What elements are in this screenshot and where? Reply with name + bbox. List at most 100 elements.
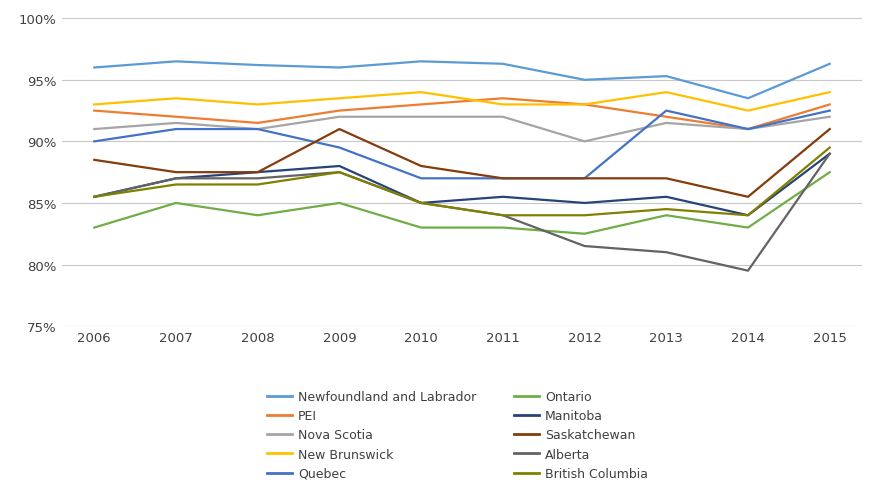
Ontario — [171, 201, 181, 206]
Manitoba — [743, 213, 753, 219]
New Brunswick — [825, 90, 835, 96]
Ontario — [89, 225, 99, 231]
Quebec — [334, 145, 345, 151]
Quebec — [579, 176, 590, 182]
Quebec — [661, 108, 671, 114]
Nova Scotia — [579, 139, 590, 145]
Manitoba — [497, 194, 508, 200]
PEI — [334, 108, 345, 114]
Ontario — [416, 225, 427, 231]
Saskatchewan — [743, 194, 753, 200]
Saskatchewan — [579, 176, 590, 182]
New Brunswick — [743, 108, 753, 114]
New Brunswick — [334, 96, 345, 102]
Saskatchewan — [89, 157, 99, 163]
PEI — [89, 108, 99, 114]
Newfoundland and Labrador — [497, 62, 508, 68]
Quebec — [253, 127, 263, 132]
Ontario — [743, 225, 753, 231]
Line: Alberta: Alberta — [94, 155, 830, 271]
Alberta — [661, 250, 671, 255]
Line: Ontario: Ontario — [94, 173, 830, 234]
Alberta — [89, 194, 99, 200]
British Columbia — [171, 182, 181, 188]
Manitoba — [416, 201, 427, 206]
Line: New Brunswick: New Brunswick — [94, 93, 830, 111]
Nova Scotia — [334, 115, 345, 120]
Newfoundland and Labrador — [334, 65, 345, 71]
Alberta — [416, 201, 427, 206]
Ontario — [253, 213, 263, 219]
New Brunswick — [661, 90, 671, 96]
Manitoba — [579, 201, 590, 206]
Manitoba — [89, 194, 99, 200]
British Columbia — [416, 201, 427, 206]
Ontario — [825, 170, 835, 176]
Manitoba — [171, 176, 181, 182]
British Columbia — [253, 182, 263, 188]
PEI — [171, 115, 181, 120]
Newfoundland and Labrador — [743, 96, 753, 102]
Manitoba — [334, 164, 345, 169]
PEI — [661, 115, 671, 120]
Nova Scotia — [661, 121, 671, 127]
Manitoba — [253, 170, 263, 176]
Line: Quebec: Quebec — [94, 111, 830, 179]
Line: Saskatchewan: Saskatchewan — [94, 130, 830, 197]
Nova Scotia — [497, 115, 508, 120]
New Brunswick — [253, 102, 263, 108]
PEI — [416, 102, 427, 108]
Alberta — [253, 176, 263, 182]
Alberta — [743, 268, 753, 274]
Newfoundland and Labrador — [253, 63, 263, 69]
Newfoundland and Labrador — [416, 60, 427, 65]
Alberta — [171, 176, 181, 182]
Newfoundland and Labrador — [661, 74, 671, 80]
British Columbia — [579, 213, 590, 219]
Line: Newfoundland and Labrador: Newfoundland and Labrador — [94, 62, 830, 99]
Nova Scotia — [825, 115, 835, 120]
Ontario — [334, 201, 345, 206]
British Columbia — [661, 207, 671, 213]
PEI — [743, 127, 753, 132]
Quebec — [171, 127, 181, 132]
Alberta — [497, 213, 508, 219]
Newfoundland and Labrador — [171, 60, 181, 65]
Saskatchewan — [171, 170, 181, 176]
Saskatchewan — [334, 127, 345, 132]
New Brunswick — [89, 102, 99, 108]
Quebec — [89, 139, 99, 145]
Legend: Newfoundland and Labrador, PEI, Nova Scotia, New Brunswick, Quebec, Ontario, Man: Newfoundland and Labrador, PEI, Nova Sco… — [267, 390, 649, 480]
New Brunswick — [416, 90, 427, 96]
Line: British Columbia: British Columbia — [94, 148, 830, 216]
PEI — [253, 121, 263, 127]
British Columbia — [825, 145, 835, 151]
Quebec — [497, 176, 508, 182]
British Columbia — [497, 213, 508, 219]
New Brunswick — [171, 96, 181, 102]
Newfoundland and Labrador — [579, 78, 590, 84]
Nova Scotia — [416, 115, 427, 120]
Nova Scotia — [743, 127, 753, 132]
Alberta — [579, 244, 590, 250]
Alberta — [825, 152, 835, 157]
Line: Manitoba: Manitoba — [94, 155, 830, 216]
Saskatchewan — [825, 127, 835, 132]
Quebec — [416, 176, 427, 182]
Quebec — [743, 127, 753, 132]
Alberta — [334, 170, 345, 176]
Saskatchewan — [661, 176, 671, 182]
PEI — [825, 102, 835, 108]
Saskatchewan — [416, 164, 427, 169]
Line: Nova Scotia: Nova Scotia — [94, 118, 830, 142]
PEI — [579, 102, 590, 108]
Ontario — [579, 231, 590, 237]
Nova Scotia — [171, 121, 181, 127]
Newfoundland and Labrador — [89, 65, 99, 71]
Nova Scotia — [89, 127, 99, 132]
Manitoba — [661, 194, 671, 200]
New Brunswick — [497, 102, 508, 108]
British Columbia — [89, 194, 99, 200]
Ontario — [497, 225, 508, 231]
Ontario — [661, 213, 671, 219]
